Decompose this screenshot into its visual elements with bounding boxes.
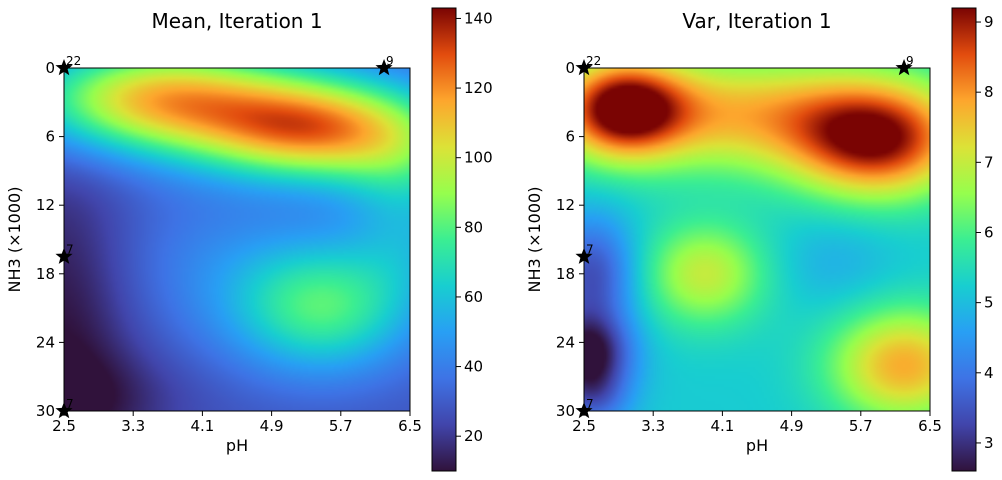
sample-point-label: 7 [66, 397, 74, 411]
colorbar-tick-label: 5 [984, 294, 994, 312]
x-tick-label: 2.5 [52, 417, 76, 435]
mean-panel: Mean, Iteration 1 2.5 3.3 4.1 4.9 5.7 6.5 0 6 12 1… [5, 7, 493, 472]
y-axis-label: NH3 (×1000) [525, 187, 544, 293]
colorbar-tick-label: 60 [464, 288, 483, 306]
y-tick-label: 12 [36, 196, 55, 214]
colorbar-tick-label: 7 [984, 153, 994, 171]
colorbar-tick-label: 20 [464, 427, 483, 445]
heatmap-image [64, 68, 410, 411]
x-tick-label: 5.7 [849, 417, 873, 435]
sample-point-label: 22 [66, 54, 81, 68]
sample-point-star [55, 59, 73, 76]
colorbar [951, 7, 977, 472]
y-tick-label: 30 [36, 402, 55, 420]
x-tick-label: 6.5 [918, 417, 942, 435]
colorbar-tick-label: 3 [984, 434, 994, 452]
colorbar-tick-label: 8 [984, 83, 994, 101]
colorbar [431, 7, 457, 472]
y-tick-label: 0 [45, 59, 55, 77]
y-tick-label: 24 [556, 333, 575, 351]
colorbar-tick-label: 4 [984, 364, 994, 382]
y-tick-label: 12 [556, 196, 575, 214]
x-axis-label: pH [226, 436, 248, 455]
y-tick-label: 6 [565, 128, 575, 146]
heatmap-image [584, 68, 930, 411]
sample-point-star [895, 59, 913, 76]
y-tick-label: 0 [565, 59, 575, 77]
sample-point-label: 7 [66, 243, 74, 257]
x-tick-label: 4.9 [780, 417, 804, 435]
y-tick-label: 24 [36, 333, 55, 351]
y-tick-label: 30 [556, 402, 575, 420]
x-tick-label: 3.3 [121, 417, 145, 435]
x-tick-label: 4.1 [710, 417, 734, 435]
sample-point-label: 7 [586, 243, 594, 257]
x-tick-label: 2.5 [572, 417, 596, 435]
colorbar-tick-label: 140 [464, 9, 493, 27]
chart-title: Mean, Iteration 1 [151, 9, 322, 33]
x-tick-label: 6.5 [398, 417, 422, 435]
x-tick-label: 4.1 [190, 417, 214, 435]
plot-frame [63, 67, 411, 412]
sample-point-star [575, 247, 593, 264]
plot-frame [583, 67, 931, 412]
chart-title: Var, Iteration 1 [682, 9, 831, 33]
x-tick-label: 5.7 [329, 417, 353, 435]
y-tick-label: 18 [36, 265, 55, 283]
var-panel: Var, Iteration 1 2.5 3.3 4.1 4.9 5.7 6.5 0 6 12 18… [525, 7, 994, 472]
x-tick-label: 4.9 [260, 417, 284, 435]
colorbar-tick-label: 120 [464, 79, 493, 97]
y-tick-label: 18 [556, 265, 575, 283]
sample-point-label: 9 [906, 54, 914, 68]
colorbar-tick-label: 40 [464, 358, 483, 376]
sample-point-label: 9 [386, 54, 394, 68]
colorbar-tick-label: 100 [464, 149, 493, 167]
x-axis-label: pH [746, 436, 768, 455]
sample-point-star [55, 247, 73, 264]
y-axis-label: NH3 (×1000) [5, 187, 24, 293]
sample-point-star [575, 402, 593, 419]
y-tick-label: 6 [45, 128, 55, 146]
sample-point-label: 22 [586, 54, 601, 68]
colorbar-tick-label: 9 [984, 13, 994, 31]
x-tick-label: 3.3 [641, 417, 665, 435]
sample-point-label: 7 [586, 397, 594, 411]
sample-point-star [375, 59, 393, 76]
colorbar-tick-label: 80 [464, 218, 483, 236]
colorbar-tick-label: 6 [984, 223, 994, 241]
sample-point-star [55, 402, 73, 419]
sample-point-star [575, 59, 593, 76]
